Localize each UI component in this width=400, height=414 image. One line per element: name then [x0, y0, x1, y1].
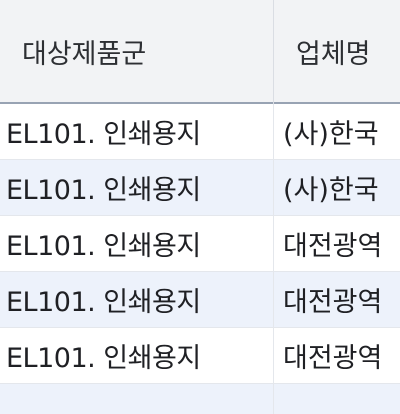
cell-product-group[interactable]: EL101. 인쇄용지: [6, 175, 201, 206]
column-divider: [273, 272, 274, 327]
grid-body: EL101. 인쇄용지 (사)한국 EL101. 인쇄용지 (사)한국 EL10…: [0, 104, 400, 414]
column-divider: [273, 216, 274, 271]
cell-company-name[interactable]: 대전광역: [283, 287, 383, 318]
table-row[interactable]: EL101. 인쇄용지 (사)한국: [0, 160, 400, 216]
table-row[interactable]: EL101. 인쇄용지 대전광역: [0, 328, 400, 384]
cell-product-group[interactable]: EL101. 인쇄용지: [6, 287, 201, 318]
column-header-product-group[interactable]: 대상제품군: [22, 38, 147, 70]
cell-product-group[interactable]: EL101. 인쇄용지: [6, 343, 201, 374]
cell-company-name[interactable]: 대전광역: [283, 231, 383, 262]
table-row[interactable]: EL101. 인쇄용지 대전광역: [0, 216, 400, 272]
table-row[interactable]: EL101. 인쇄용지 (사)한국: [0, 104, 400, 160]
cell-company-name[interactable]: 대전광역: [283, 343, 383, 374]
column-divider: [273, 328, 274, 383]
column-divider: [273, 160, 274, 215]
column-divider: [273, 104, 274, 159]
column-divider: [273, 384, 274, 414]
cell-company-name[interactable]: (사)한국: [283, 175, 379, 206]
grid-header-row: 대상제품군 업체명: [0, 0, 400, 104]
table-row[interactable]: EL101. 인쇄용지 대전광역: [0, 272, 400, 328]
cell-product-group[interactable]: EL101. 인쇄용지: [6, 231, 201, 262]
column-header-company-name[interactable]: 업체명: [296, 38, 371, 70]
cell-company-name[interactable]: (사)한국: [283, 119, 379, 150]
column-divider[interactable]: [273, 0, 274, 104]
table-row[interactable]: [0, 384, 400, 414]
cell-product-group[interactable]: EL101. 인쇄용지: [6, 119, 201, 150]
